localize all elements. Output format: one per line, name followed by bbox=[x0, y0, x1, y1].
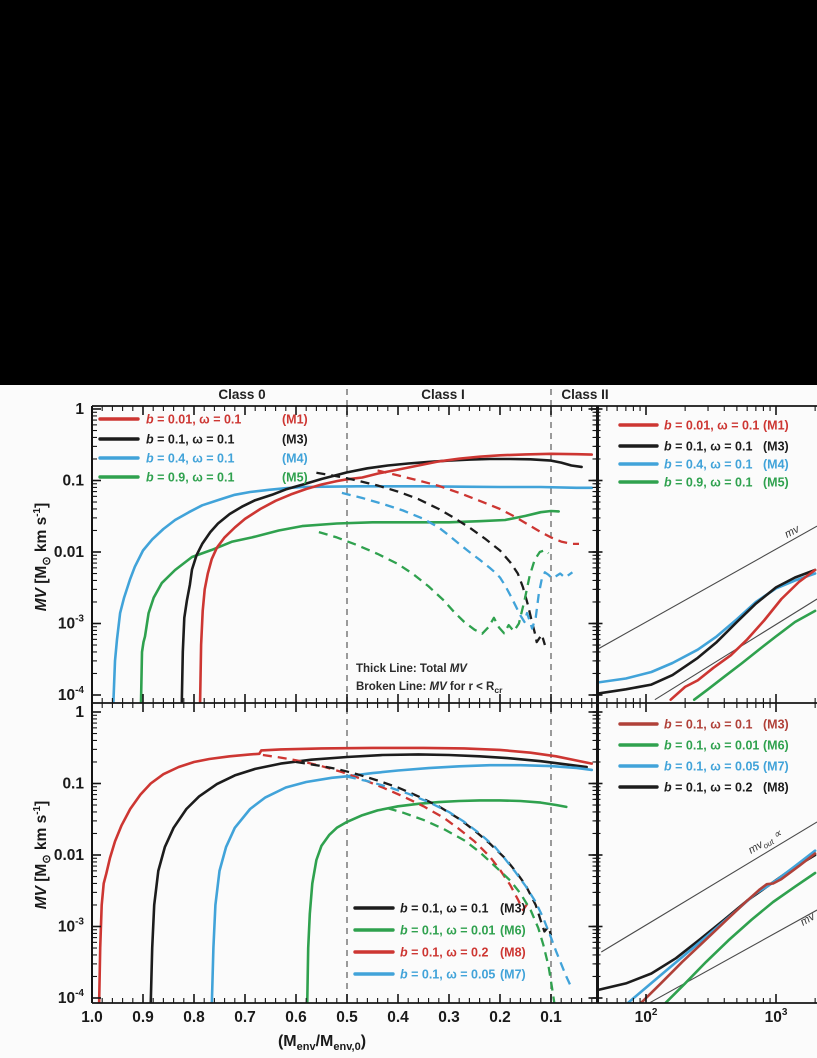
legend-entry-label: b = 0.4, ω = 0.1 bbox=[146, 452, 234, 466]
legend-model-id: (M7) bbox=[500, 968, 526, 982]
legend-model-id: (M4) bbox=[763, 458, 789, 472]
legend-model-id: (M4) bbox=[282, 452, 308, 466]
legend-entry-label: b = 0.1, ω = 0.1 bbox=[400, 902, 488, 916]
curve-bottom-left-M8-inner bbox=[262, 753, 531, 912]
curve-bottom-left-M8-total bbox=[97, 746, 594, 1003]
x-tick-label: 0.7 bbox=[234, 1009, 256, 1026]
black-header-area bbox=[0, 0, 817, 385]
curve-top-right-M3 bbox=[598, 568, 817, 695]
class-phase-label-0: Class 0 bbox=[218, 387, 265, 402]
legend-entry-label: b = 0.1, ω = 0.01 bbox=[400, 924, 495, 938]
legend-bottom-left: b = 0.1, ω = 0.1 (M3) b = 0.1, ω = 0.01 (M6… bbox=[353, 902, 526, 982]
y-tick-label: 0.01 bbox=[54, 847, 85, 864]
x-tick-label-log: 103 bbox=[765, 1007, 788, 1026]
x-tick-label: 0.1 bbox=[540, 1009, 562, 1026]
legend-model-id: (M8) bbox=[763, 781, 789, 795]
x-tick-label: 0.6 bbox=[285, 1009, 307, 1026]
curve-bottom-left-M3-inner bbox=[295, 760, 553, 936]
legend-model-id: (M3) bbox=[763, 440, 789, 454]
legend-entry-label: b = 0.9, ω = 0.1 bbox=[664, 476, 752, 490]
legend-model-id: (M5) bbox=[282, 471, 308, 485]
multi-panel-figure: mv mvout ∝ mv 1.0 0.9 0.8 0.7 0.6 0.5 0.4 0.3 0.2 0.… bbox=[0, 385, 817, 1058]
legend-model-id: (M6) bbox=[500, 924, 526, 938]
curve-bottom-right-M6 bbox=[664, 871, 817, 1003]
y-tick-label: 10-3 bbox=[58, 614, 85, 633]
curve-bottom-left-M6-inner bbox=[387, 807, 556, 1003]
legend-model-id: (M1) bbox=[282, 413, 308, 427]
curve-top-right-M5 bbox=[692, 609, 817, 701]
panel-curves-bottom-right bbox=[598, 821, 817, 1003]
legend-entry-label: b = 0.1, ω = 0.1 bbox=[664, 440, 752, 454]
y-tick-label: 0.1 bbox=[62, 473, 84, 490]
x-tick-label: 0.3 bbox=[438, 1009, 460, 1026]
legend-model-id: (M3) bbox=[500, 902, 526, 916]
legend-entry-label: b = 0.1, ω = 0.05 bbox=[400, 968, 495, 982]
curve-top-left-M5-total bbox=[139, 509, 560, 703]
y-tick-label: 1 bbox=[75, 704, 84, 721]
panel-curves-top-right bbox=[598, 525, 817, 701]
x-tick-label: 0.9 bbox=[132, 1009, 154, 1026]
figure-background bbox=[0, 385, 817, 1058]
legend-model-id: (M8) bbox=[500, 946, 526, 960]
class-phase-label-1: Class I bbox=[421, 387, 465, 402]
x-tick-label: 1.0 bbox=[81, 1009, 103, 1026]
legend-bottom-right: b = 0.1, ω = 0.1 (M3) b = 0.1, ω = 0.01 (M6… bbox=[618, 718, 789, 795]
legend-model-id: (M3) bbox=[763, 718, 789, 732]
legend-entry-label: b = 0.9, ω = 0.1 bbox=[146, 471, 234, 485]
legend-entry-label: b = 0.1, ω = 0.01 bbox=[664, 739, 759, 753]
legend-top-left: b = 0.01, ω = 0.1 (M1) b = 0.1, ω = 0.1 (M3… bbox=[98, 413, 308, 485]
curve-bottom-left-M7-inner bbox=[346, 775, 572, 986]
y-tick-label: 10-3 bbox=[58, 917, 85, 936]
legend-top-right: b = 0.01, ω = 0.1 (M1) b = 0.1, ω = 0.1 (M3… bbox=[618, 419, 789, 490]
x-tick-label: 0.5 bbox=[336, 1009, 358, 1026]
curve-bottom-right-M3 bbox=[640, 852, 817, 1003]
y-axis-title: MV [M⊙ km s-1] bbox=[32, 801, 53, 910]
reference-power-law-line bbox=[649, 909, 817, 1003]
legend-model-id: (M5) bbox=[763, 476, 789, 490]
y-tick-label: 10-4 bbox=[58, 988, 85, 1007]
curve-top-left-M4-inner bbox=[341, 491, 574, 630]
y-tick-label: 0.1 bbox=[62, 776, 84, 793]
curve-top-left-M3-total bbox=[180, 457, 583, 703]
x-tick-label: 0.4 bbox=[387, 1009, 409, 1026]
y-tick-label: 1 bbox=[75, 401, 84, 418]
class-phase-label-2: Class II bbox=[561, 387, 608, 402]
curve-top-left-M3-inner bbox=[316, 471, 547, 646]
curve-bottom-left-M3-total bbox=[149, 753, 588, 1003]
y-tick-label: 0.01 bbox=[54, 544, 85, 561]
legend-entry-label: b = 0.01, ω = 0.1 bbox=[146, 413, 241, 427]
y-axis-title: MV [M⊙ km s-1] bbox=[32, 503, 53, 612]
legend-model-id: (M1) bbox=[763, 419, 789, 433]
curve-top-right-M4 bbox=[598, 572, 817, 684]
legend-entry-label: b = 0.1, ω = 0.1 bbox=[146, 433, 234, 447]
x-axis-title: (Menv/Menv,0) bbox=[278, 1033, 366, 1053]
annotation-line-1: Thick Line: Total MV bbox=[356, 663, 468, 675]
curve-bottom-left-M6-total bbox=[305, 799, 568, 1003]
curve-top-right-M1 bbox=[669, 568, 817, 701]
legend-model-id: (M6) bbox=[763, 739, 789, 753]
legend-entry-label: b = 0.1, ω = 0.1 bbox=[664, 718, 752, 732]
reference-power-law-line bbox=[598, 525, 817, 650]
legend-entry-label: b = 0.1, ω = 0.2 bbox=[400, 946, 488, 960]
legend-entry-label: b = 0.1, ω = 0.2 bbox=[664, 781, 752, 795]
curve-top-left-M1-inner bbox=[377, 469, 579, 546]
panel-curves-bottom-left bbox=[97, 746, 594, 1003]
x-tick-label: 0.8 bbox=[183, 1009, 205, 1026]
panel-curves-top-left bbox=[112, 452, 594, 703]
legend-entry-label: b = 0.4, ω = 0.1 bbox=[664, 458, 752, 472]
x-tick-label: 0.2 bbox=[489, 1009, 511, 1026]
x-tick-label-log: 102 bbox=[635, 1007, 658, 1026]
curve-top-left-M1-total bbox=[198, 452, 594, 703]
axis-ticks bbox=[91, 406, 816, 1003]
legend-model-id: (M3) bbox=[282, 433, 308, 447]
annotation-line-2: Broken Line: MV for r < Rcr bbox=[356, 681, 503, 695]
y-tick-label: 10-4 bbox=[58, 685, 85, 704]
legend-entry-label: b = 0.1, ω = 0.05 bbox=[664, 760, 759, 774]
reference-power-law-line bbox=[601, 821, 817, 953]
legend-entry-label: b = 0.01, ω = 0.1 bbox=[664, 419, 759, 433]
curve-bottom-left-M7-total bbox=[210, 763, 594, 1003]
legend-model-id: (M7) bbox=[763, 760, 789, 774]
